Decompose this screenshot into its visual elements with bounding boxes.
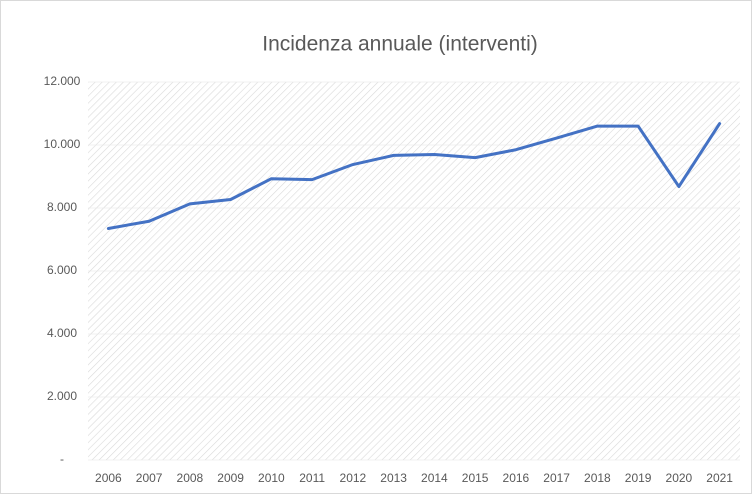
x-tick-label: 2014: [421, 471, 448, 485]
y-tick-label: 12.000: [44, 74, 81, 88]
x-tick-label: 2009: [217, 471, 244, 485]
y-tick-label: 8.000: [47, 200, 77, 214]
x-tick-label: 2008: [177, 471, 204, 485]
x-tick-label: 2019: [625, 471, 652, 485]
chart-title: Incidenza annuale (interventi): [262, 33, 538, 56]
y-tick-label: 6.000: [47, 263, 77, 277]
x-tick-label: 2012: [340, 471, 367, 485]
data-line: [106, 122, 722, 230]
x-tick-label: 2013: [380, 471, 407, 485]
x-tick-label: 2016: [503, 471, 530, 485]
x-tick-label: 2006: [95, 471, 122, 485]
y-tick-label: -: [60, 452, 64, 466]
x-tick-label: 2020: [666, 471, 693, 485]
x-tick-label: 2010: [258, 471, 285, 485]
x-tick-label: 2015: [462, 471, 489, 485]
x-tick-label: 2011: [299, 471, 325, 485]
y-tick-label: 10.000: [44, 137, 81, 151]
x-tick-label: 2007: [136, 471, 163, 485]
x-tick-label: 2021: [706, 471, 733, 485]
y-tick-label: 4.000: [47, 326, 77, 340]
y-tick-label: 2.000: [47, 389, 77, 403]
x-tick-label: 2018: [584, 471, 611, 485]
x-tick-label: 2017: [543, 471, 570, 485]
